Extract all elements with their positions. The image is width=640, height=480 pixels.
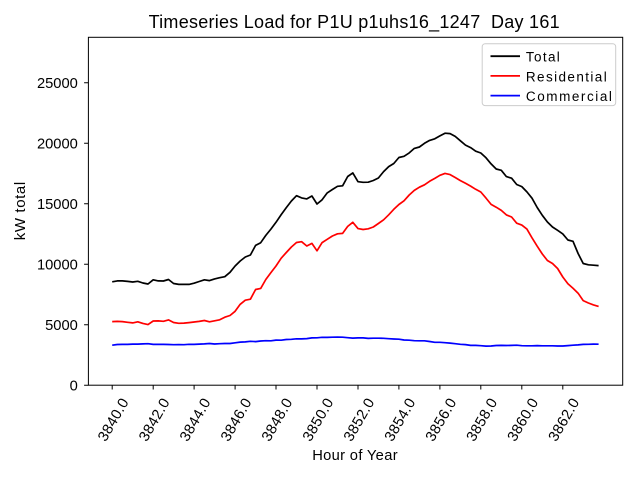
svg-text:Total: Total — [526, 50, 560, 65]
svg-text:Timeseries Load for P1U p1uhs1: Timeseries Load for P1U p1uhs16_1247 Day… — [149, 12, 560, 33]
svg-text:kW total: kW total — [12, 182, 29, 241]
svg-text:0: 0 — [70, 379, 78, 395]
svg-text:10000: 10000 — [37, 258, 78, 274]
svg-text:15000: 15000 — [37, 197, 78, 213]
svg-text:Commercial: Commercial — [526, 89, 612, 104]
svg-text:25000: 25000 — [37, 76, 78, 92]
svg-text:20000: 20000 — [37, 137, 78, 153]
svg-text:Hour of Year: Hour of Year — [312, 448, 397, 464]
svg-text:5000: 5000 — [45, 318, 78, 334]
